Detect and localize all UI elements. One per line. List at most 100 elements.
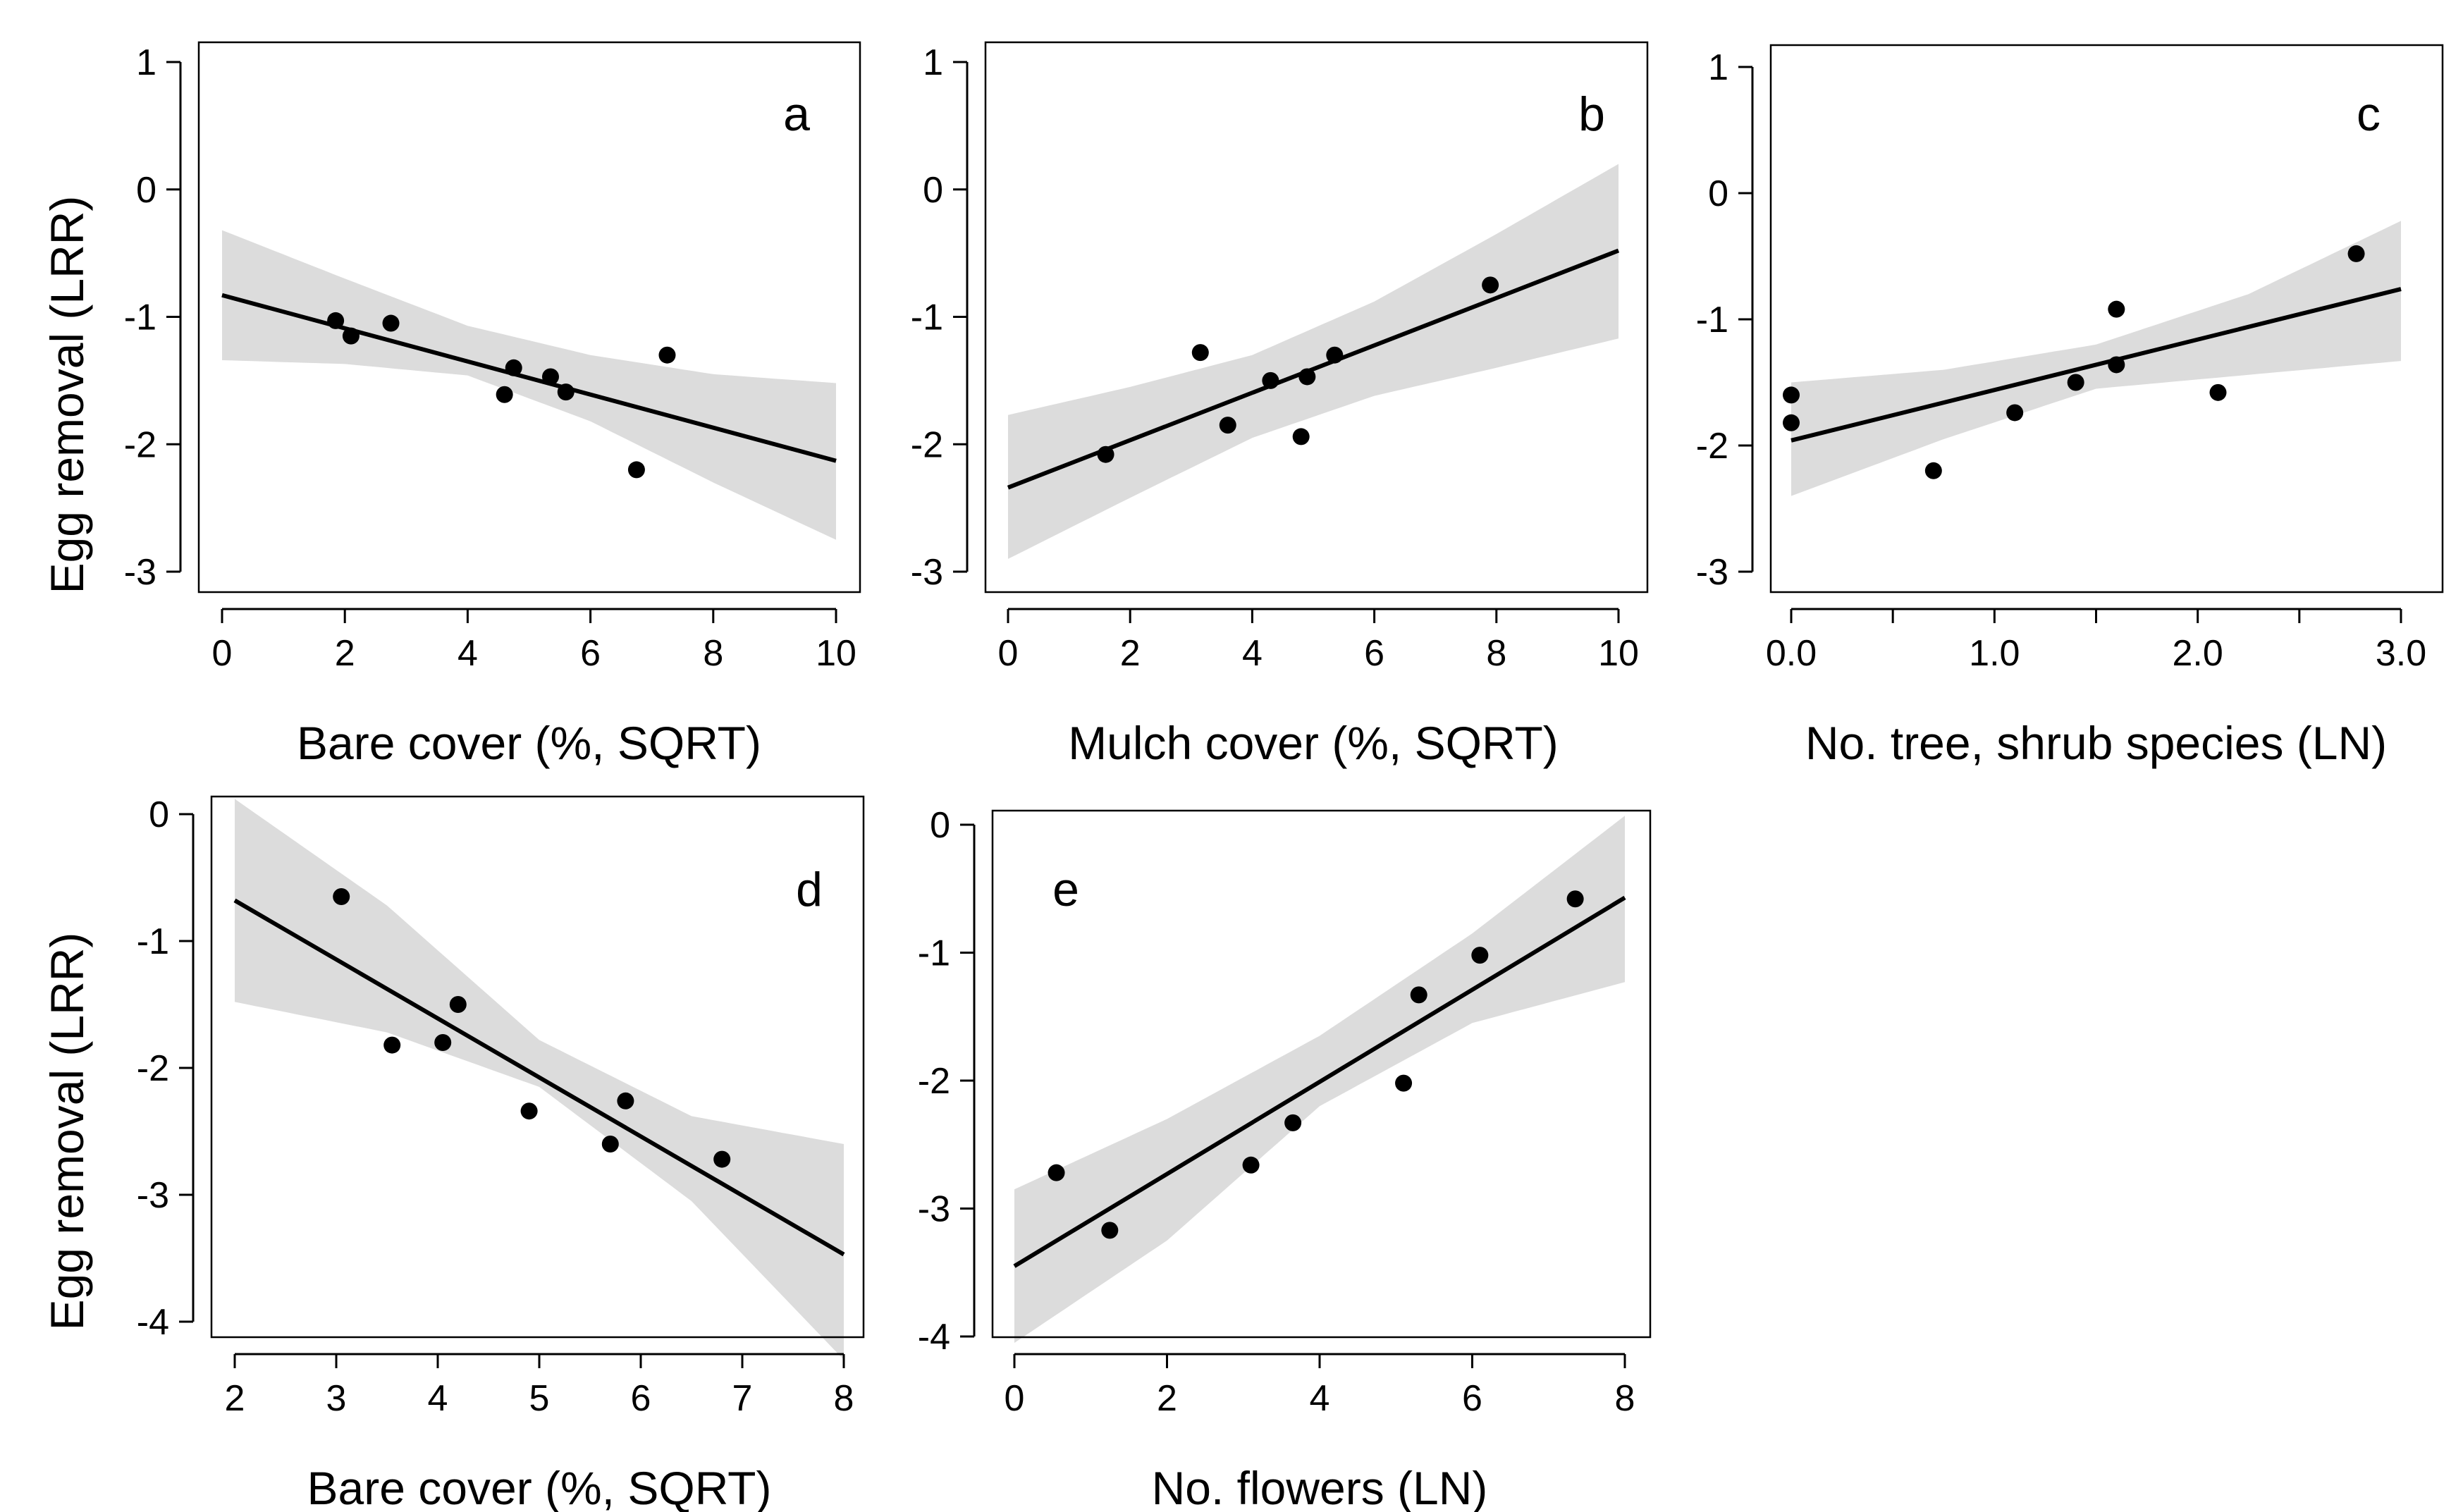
panel-a-x-tick-label: 0 xyxy=(212,633,233,674)
panel-d-data-point xyxy=(520,1102,538,1120)
panel-d-y-tick-label: -4 xyxy=(137,1302,169,1343)
panel-d-x-tick-label: 3 xyxy=(326,1378,347,1419)
panel-b-data-point xyxy=(1298,368,1316,386)
panel-d-x-tick-label: 2 xyxy=(225,1378,245,1419)
panel-c-y-tick-label: 1 xyxy=(1708,47,1728,88)
panel-d-data-point xyxy=(601,1136,619,1153)
panel-c-data-point xyxy=(2108,300,2125,318)
panel-b-x-tick-label: 4 xyxy=(1242,633,1263,674)
panel-e-data-point xyxy=(1101,1222,1119,1239)
panel-c-data-point xyxy=(2209,383,2227,401)
panel-a-x-tick-label: 4 xyxy=(457,633,478,674)
panel-a-x-tick-label: 6 xyxy=(580,633,601,674)
panel-b-x-tick-label: 6 xyxy=(1364,633,1384,674)
panel-b-y-tick-label: 0 xyxy=(923,170,943,211)
panel-d-frame xyxy=(210,795,865,1339)
panel-e-data-point xyxy=(1566,890,1584,908)
panel-e-y-tick-label: 0 xyxy=(930,805,950,846)
panel-a-data-point xyxy=(382,314,400,332)
panel-b-x-tick-label: 8 xyxy=(1486,633,1506,674)
panel-e-data-point xyxy=(1395,1074,1413,1092)
panel-e-x-tick-label: 0 xyxy=(1005,1378,1025,1419)
panel-d-y-tick-label: -1 xyxy=(137,921,169,962)
panel-b-data-point xyxy=(1292,428,1310,445)
panel-a-y-tick-label: 1 xyxy=(136,42,156,83)
panel-d-data-point xyxy=(333,888,350,905)
panel-c-x-tick-label: 1.0 xyxy=(1969,633,2020,674)
panel-a-letter: a xyxy=(783,87,810,141)
panel-b-x-axis-title: Mulch cover (%, SQRT) xyxy=(1068,717,1559,769)
panel-c-x-tick-label: 2.0 xyxy=(2173,633,2223,674)
panel-d-fit-line xyxy=(233,898,845,1257)
panel-e-ci-band xyxy=(1014,816,1625,1344)
panel-a-data-point xyxy=(658,346,676,364)
panel-a-data-point xyxy=(541,368,559,386)
panel-c: -3 -2 -1 0 1 0.0 1.0 2.0 3.0 No. tree, shrub spec… xyxy=(1696,44,2444,769)
panel-e-data-point xyxy=(1048,1164,1065,1181)
panel-b-y-tick-label: -3 xyxy=(911,552,943,593)
panel-b-data-point xyxy=(1191,344,1209,362)
panel-a-data-point xyxy=(627,461,645,479)
panel-d-x-axis-title: Bare cover (%, SQRT) xyxy=(307,1462,772,1512)
panel-c-x-tick-label: 3.0 xyxy=(2376,633,2426,674)
panel-a-data-point xyxy=(505,359,522,376)
panel-b-data-point xyxy=(1097,445,1114,463)
panel-d-data-point xyxy=(383,1036,401,1054)
panel-c-data-point xyxy=(2108,356,2125,374)
panel-c-fit-line xyxy=(1791,287,2402,443)
panel-d-x-tick-label: 6 xyxy=(631,1378,651,1419)
panel-e-data-point xyxy=(1284,1114,1302,1131)
panel-c-x-tick-label: 0.0 xyxy=(1766,633,1817,674)
panel-c-data-point xyxy=(2067,374,2084,391)
panel-b-letter: b xyxy=(1578,87,1605,141)
panel-c-data-point xyxy=(2006,404,2024,422)
panel-b-x-tick-label: 10 xyxy=(1598,633,1639,674)
panel-b-y-tick-label: 1 xyxy=(923,42,943,83)
panel-e-data-point xyxy=(1410,986,1427,1004)
panel-c-data-point xyxy=(2347,245,2365,262)
panel-a-y-tick-label: -1 xyxy=(124,297,156,338)
panel-e-x-axis-title: No. flowers (LN) xyxy=(1152,1462,1488,1512)
panel-a-y-tick-label: 0 xyxy=(136,170,156,211)
panel-b-data-point xyxy=(1482,276,1499,294)
panel-d-x-tick-label: 8 xyxy=(834,1378,854,1419)
panel-e-y-tick-label: -3 xyxy=(918,1189,950,1230)
y-axis-title-top: Egg removal (LRR) xyxy=(41,196,93,594)
panel-a-x-tick-label: 10 xyxy=(816,633,856,674)
panel-c-data-point xyxy=(1924,462,1942,479)
panel-b-x-tick-label: 0 xyxy=(998,633,1019,674)
panel-e-data-point xyxy=(1242,1156,1260,1174)
panel-a-fit-line xyxy=(221,293,837,463)
panel-b-ci-band xyxy=(1008,164,1619,559)
panel-e-y-tick-label: -1 xyxy=(918,933,950,974)
panel-b-frame xyxy=(984,41,1649,594)
panel-b-data-point xyxy=(1326,346,1344,364)
panel-d-data-point xyxy=(713,1150,731,1168)
panel-b-y-tick-label: -1 xyxy=(911,297,943,338)
panel-a-ci-band xyxy=(222,230,836,540)
panel-e-x-tick-label: 4 xyxy=(1310,1378,1330,1419)
panel-d-y-tick-label: -2 xyxy=(137,1048,169,1089)
panel-d-data-point xyxy=(617,1092,634,1110)
panel-a-data-point xyxy=(327,312,345,329)
panel-a-x-axis-title: Bare cover (%, SQRT) xyxy=(297,717,761,769)
panel-e-frame xyxy=(991,809,1652,1339)
panel-c-y-tick-label: -2 xyxy=(1696,426,1728,467)
y-axis-title-bottom: Egg removal (LRR) xyxy=(41,933,93,1331)
panel-c-frame xyxy=(1769,44,2444,594)
panel-a-frame xyxy=(197,41,861,594)
panel-c-ci-band xyxy=(1791,221,2401,496)
panel-c-y-tick-label: -1 xyxy=(1696,300,1728,340)
panel-c-y-tick-label: -3 xyxy=(1696,552,1728,593)
panel-a-y-tick-label: -2 xyxy=(124,424,156,465)
panel-b-x-tick-label: 2 xyxy=(1120,633,1141,674)
panel-a-x-tick-label: 2 xyxy=(335,633,355,674)
panel-c-letter: c xyxy=(2357,87,2381,141)
panel-b-data-point xyxy=(1219,417,1236,434)
panel-b-data-point xyxy=(1262,371,1279,389)
panel-a-data-point xyxy=(557,383,575,401)
panel-a-data-point xyxy=(496,386,513,403)
panel-e-x-tick-label: 6 xyxy=(1462,1378,1482,1419)
